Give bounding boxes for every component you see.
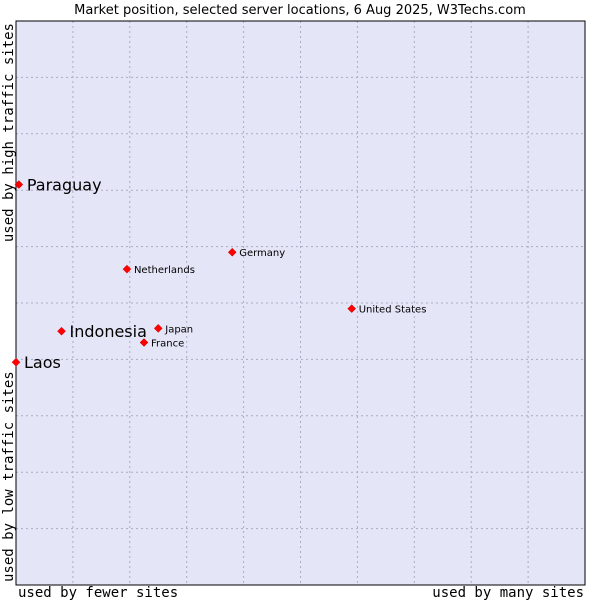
point-label-netherlands: Netherlands [134, 265, 195, 276]
chart-title: Market position, selected server locatio… [74, 3, 526, 18]
data-point-netherlands [122, 264, 132, 274]
point-label-united-states: United States [359, 305, 427, 316]
point-label-japan: Japan [164, 324, 193, 335]
point-label-paraguay: Paraguay [27, 176, 102, 195]
y-axis-label-top: used by high traffic sites [1, 23, 17, 242]
point-label-indonesia: Indonesia [70, 322, 147, 341]
data-point-united-states [347, 304, 357, 313]
plot-frame [15, 20, 586, 586]
point-label-germany: Germany [239, 248, 285, 259]
data-point-laos [11, 357, 21, 367]
data-point-france [139, 338, 149, 347]
data-points: Paraguay Germany Netherlands United States I… [11, 176, 427, 372]
data-point-indonesia [57, 326, 66, 336]
data-point-paraguay [14, 180, 24, 189]
y-axis-label-bottom: used by low traffic sites [1, 371, 17, 582]
x-axis-label-right: used by many sites [432, 585, 584, 600]
point-label-france: France [151, 338, 184, 349]
data-point-germany [227, 247, 237, 257]
data-point-japan [153, 324, 163, 333]
grid-lines [16, 21, 585, 585]
x-axis-label-left: used by fewer sites [18, 585, 178, 600]
point-label-laos: Laos [24, 353, 61, 372]
